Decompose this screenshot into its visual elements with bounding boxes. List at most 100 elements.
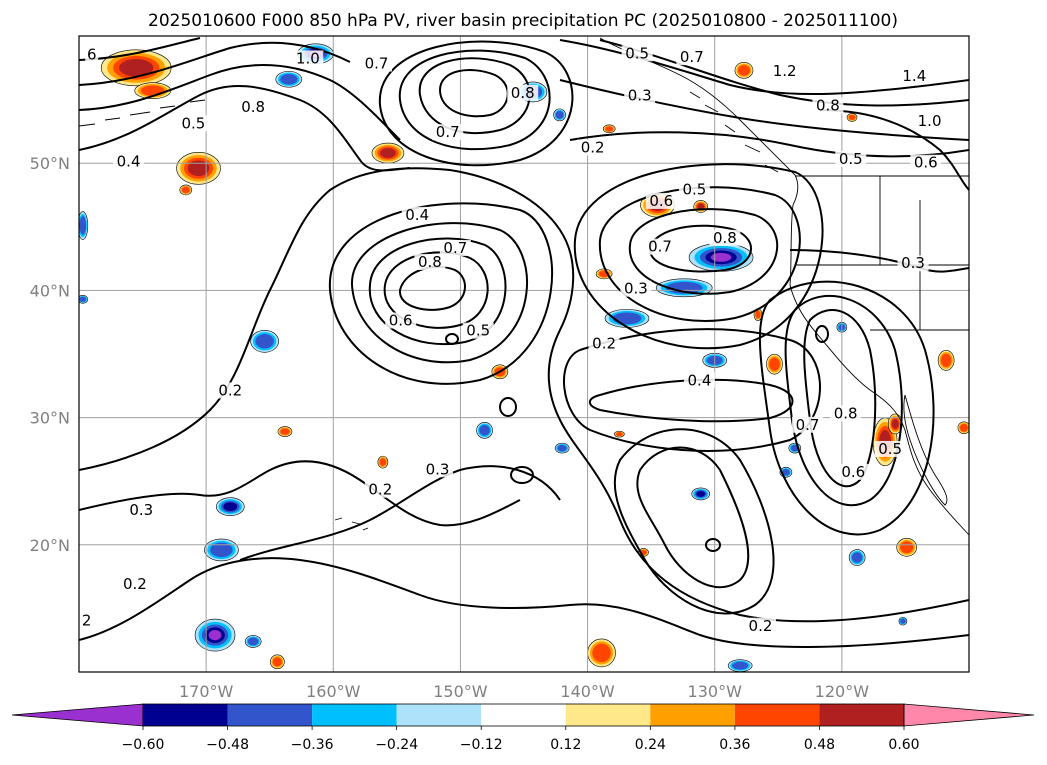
pv-contour [573, 163, 824, 350]
colorbar-segment [481, 704, 566, 726]
contour-label: 1.2 [773, 62, 797, 80]
contour-label-bg [113, 153, 145, 170]
contour-label-bg [812, 97, 844, 114]
contour-label: 0.8 [511, 84, 535, 102]
pv-contour [398, 49, 551, 151]
precip-level [940, 353, 952, 367]
precip-cell [553, 108, 566, 122]
lon-tick-label: 130°W [688, 682, 743, 701]
precip-cell [602, 124, 616, 134]
precip-cell [377, 455, 389, 469]
contour-label: 6 [87, 46, 97, 64]
precip-cell [957, 421, 969, 435]
precip-cell [766, 353, 783, 375]
contour-label: 0.5 [181, 114, 205, 132]
colorbar-segment [565, 704, 651, 726]
contour-label: 1.0 [918, 112, 942, 130]
precip-level [140, 85, 165, 96]
precip-cell [79, 211, 89, 240]
contour-label: 0.2 [218, 381, 242, 399]
pv-contour [239, 465, 561, 561]
contour-label-bg [361, 55, 393, 72]
contour-label-bg [214, 382, 246, 399]
contour-label: 0.7 [443, 239, 467, 257]
precip-cell [898, 616, 908, 626]
colorbar-segment [143, 704, 228, 726]
lon-tick-label: 140°W [560, 682, 615, 701]
contour-label: 0.3 [129, 501, 153, 519]
lon-tick-label: 150°W [433, 682, 488, 701]
contour-label-bg [830, 405, 862, 422]
precip-level [181, 186, 190, 194]
precip-cell [604, 309, 650, 328]
precip-level [255, 334, 274, 349]
precip-level [280, 428, 290, 435]
precip-level [891, 419, 899, 429]
lat-tick-label: 20°N [30, 536, 70, 555]
contour-label-bg [80, 612, 94, 629]
contour-label: 0.5 [466, 322, 490, 340]
precip-level [247, 637, 259, 646]
precip-level [210, 542, 233, 558]
precip-level [479, 425, 490, 436]
contour-label-bg [835, 150, 867, 167]
precip-level [380, 148, 396, 158]
contour-label-bg [177, 115, 209, 132]
alaska-islands [689, 91, 779, 173]
contour-label: 0.8 [713, 229, 737, 247]
baja-california [903, 394, 948, 506]
precip-level [781, 468, 790, 476]
contour-label-bg [507, 84, 539, 101]
precip-cell [688, 243, 754, 272]
pv-contour [819, 109, 969, 191]
precip-cell [79, 295, 89, 304]
pv-contour [79, 557, 969, 649]
pv-contour [784, 294, 903, 507]
contour-label: 0.6 [649, 192, 673, 210]
pv-contour [79, 64, 401, 141]
contour-label: 0.6 [914, 154, 938, 172]
colorbar-tick-label: −0.48 [206, 737, 249, 753]
pv-contour [815, 325, 829, 343]
pv-contour [613, 428, 775, 615]
contour-label-bg [364, 481, 396, 498]
precip-level [79, 296, 87, 302]
pv-contour [328, 202, 554, 385]
contour-label-bg [292, 50, 324, 67]
lon-tick-label: 170°W [179, 682, 234, 701]
precip-cell [848, 549, 866, 566]
precip-level [555, 110, 564, 119]
precip-level [616, 432, 623, 437]
contour-label: 0.4 [688, 371, 712, 389]
longitude-labels: 170°W 160°W 150°W 140°W 130°W 120°W [179, 682, 869, 701]
pv-contour [378, 40, 574, 167]
state-borders [795, 176, 969, 331]
precip-cell [275, 70, 303, 88]
contour-label-bg [432, 124, 464, 141]
pv-contour [79, 41, 351, 86]
contour-label-bg [422, 461, 454, 478]
precip-level [697, 203, 705, 210]
lat-tick-label: 30°N [30, 409, 70, 428]
contour-label-bg [125, 502, 157, 518]
north-america-coast [789, 204, 969, 536]
pv-contour [350, 222, 528, 364]
precip-cell [693, 200, 709, 213]
contour-label: 0.5 [878, 440, 902, 458]
pv-contour [79, 85, 411, 172]
contour-label-bg [914, 112, 946, 129]
contour-label: 0.5 [625, 44, 649, 62]
contour-label-bg [792, 416, 824, 433]
contour-label-bg [874, 440, 906, 457]
contour-label: 0.7 [365, 55, 389, 73]
precip-level [732, 661, 749, 670]
precip-cell [216, 497, 245, 516]
colorbar-tick-label: 0.24 [635, 737, 666, 753]
contour-label: 0.3 [901, 254, 925, 272]
colorbar-frame [142, 703, 905, 727]
colorbar-tick-label: 0.12 [550, 737, 581, 753]
colorbar-tick-label: −0.12 [460, 737, 503, 753]
contour-label: 0.2 [368, 481, 392, 499]
precip-level [187, 160, 210, 177]
